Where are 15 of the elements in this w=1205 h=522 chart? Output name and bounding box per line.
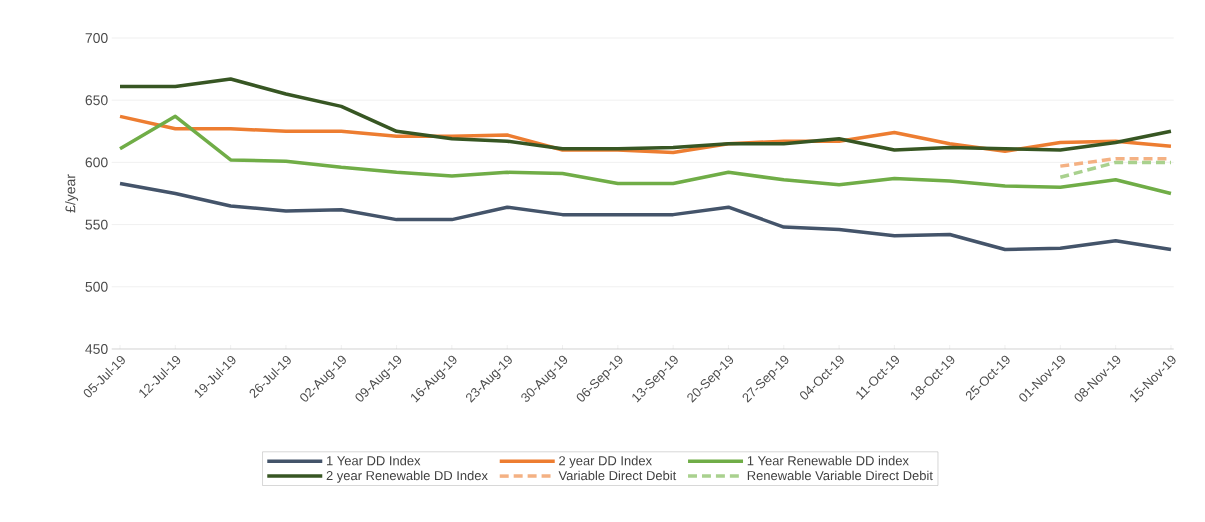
legend-label: 1 Year Renewable DD index bbox=[747, 455, 909, 466]
line-series bbox=[118, 114, 1173, 196]
y-axis-title: £/year bbox=[65, 174, 79, 213]
y-tick-label: 600 bbox=[85, 157, 108, 168]
legend-label: 2 year DD Index bbox=[559, 455, 652, 468]
y-tick-label: 550 bbox=[85, 219, 108, 230]
y-tick-label: 450 bbox=[85, 344, 108, 354]
legend-label: Renewable Variable Direct Debit bbox=[747, 470, 933, 481]
y-tick-label: 500 bbox=[85, 281, 108, 292]
line-series bbox=[118, 77, 1173, 152]
legend-label: 2 year Renewable DD Index bbox=[326, 470, 488, 483]
legend-label: Variable Direct Debit bbox=[558, 470, 677, 481]
y-tick-label: 650 bbox=[85, 95, 108, 106]
y-tick-label: 700 bbox=[85, 33, 108, 43]
legend-label: 1 Year DD Index bbox=[327, 455, 421, 466]
